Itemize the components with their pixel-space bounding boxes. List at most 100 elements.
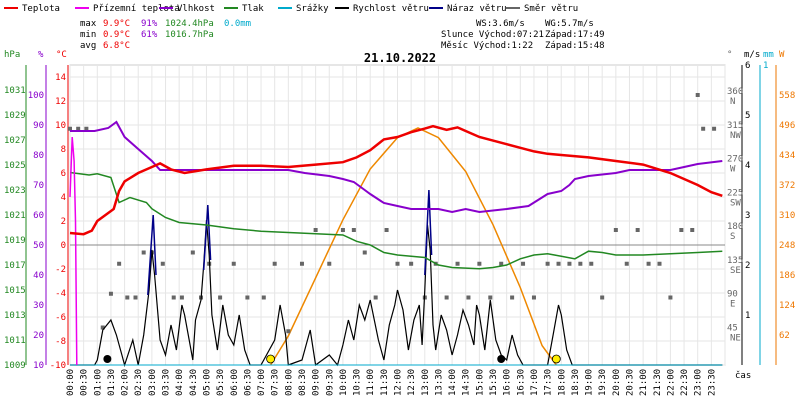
info-mesic: Měsíc Východ:1:22 [441,41,533,51]
pct-tick: 100 [28,91,44,101]
wind-direction-point [635,228,640,232]
wind-direction-point [624,261,629,266]
c-unit: °C [56,50,67,60]
x-tick: 19:00 [585,369,595,396]
wind-direction-point [477,261,482,266]
x-tick: 20:00 [612,369,622,396]
x-tick: 17:30 [544,369,554,396]
x-tick: 15:00 [475,369,485,396]
legend-label-vlhkost: Vlhkost [177,4,215,14]
x-tick: 10:00 [339,369,349,396]
ms-tick: 2 [745,261,750,271]
ms-tick: 5 [745,111,750,121]
wind-direction-point [245,295,250,300]
x-tick: 03:30 [162,369,172,396]
wind-direction-point [84,126,89,131]
wind-direction-point [589,261,594,266]
sunrise-marker [266,354,275,364]
c-tick: 12 [55,97,66,107]
legend-label-rychlost: Rychlost větru [353,4,429,14]
wind-direction-point [600,295,605,300]
moonset-marker [497,355,506,363]
stat-max-label: max [80,19,97,29]
moonrise-marker [103,355,112,363]
dir-tick-label: NW [730,131,741,141]
c-tick: 4 [61,193,66,203]
ms-tick: 3 [745,211,750,221]
wind-direction-point [351,228,356,232]
c-tick: 6 [61,169,66,179]
deg-unit: ° [727,50,732,60]
series-apparent-temperature [69,136,78,366]
stat-max-temp: 9.9°C [103,19,130,29]
pct-tick: 90 [33,121,44,131]
hpa-tick: 1017 [4,261,26,271]
wind-direction-point [521,261,526,266]
c-tick: -6 [55,313,66,323]
series-wind-gust-3 [424,189,433,276]
pct-tick: 20 [33,331,44,341]
dir-tick-label: SW [730,198,741,208]
x-tick: 18:00 [557,369,567,396]
hpa-unit: hPa [4,50,20,60]
x-tick: 01:00 [93,369,103,396]
x-tick: 11:00 [366,369,376,396]
dir-tick-label: NE [730,333,741,343]
hpa-tick: 1019 [4,236,26,246]
wind-direction-point [613,228,618,232]
stat-min-temp: 0.9°C [103,30,130,40]
x-tick: 00:00 [66,369,76,396]
x-tick: 21:00 [639,369,649,396]
x-tick: 03:00 [148,369,158,396]
mm-unit: mm [763,50,774,60]
wind-direction-point [701,126,706,131]
pct-tick: 10 [33,361,44,371]
info-slunce-zapad: Západ:17:49 [545,30,605,40]
x-tick: 04:30 [189,369,199,396]
hpa-tick: 1027 [4,136,26,146]
x-tick: 09:00 [312,369,322,396]
wind-direction-point [108,291,113,296]
ms-tick: 4 [745,161,750,171]
x-tick: 09:30 [325,369,335,396]
x-tick: 14:00 [448,369,458,396]
wind-direction-point [499,261,504,266]
legend-label-smer: Směr větru [524,4,578,14]
c-tick: -8 [55,337,66,347]
x-tick: 22:30 [680,369,690,396]
series-solar-radiation [269,127,557,366]
wind-direction-point [125,295,130,300]
stat-max-press: 1024.4hPa [165,19,214,29]
wind-direction-point [340,228,345,232]
x-tick: 13:00 [421,369,431,396]
wind-direction-point [327,261,332,266]
info-ws: WS:3.6m/s [476,19,525,29]
sunset-marker [551,354,561,364]
dir-tick-label: N [730,97,735,107]
x-tick: 06:30 [243,369,253,396]
stats-block: max 9.9°C 91% 1024.4hPa 0.0mm min 0.9°C … [80,19,251,51]
marker-layer [103,354,561,364]
dir-tick-deg: 135 [727,256,743,266]
wind-direction-point [160,261,165,266]
c-tick: 2 [61,217,66,227]
stat-min-label: min [80,30,96,40]
stat-min-hum: 61% [141,30,158,40]
wind-direction-point [261,295,266,300]
hpa-tick: 1029 [4,111,26,121]
wind-direction-point [409,261,414,266]
x-tick: 13:30 [434,369,444,396]
x-tick: 10:30 [353,369,363,396]
wind-direction-point [117,261,122,266]
x-tick: 05:30 [216,369,226,396]
wind-direction-point [545,261,550,266]
x-tick: 23:30 [707,369,717,396]
c-tick: 8 [61,145,66,155]
dir-tick-label: W [730,165,736,175]
legend-label-tlak: Tlak [242,4,264,14]
dir-tick-label: S [730,232,735,242]
hpa-tick: 1025 [4,161,26,171]
legend-label-srazky: Srážky [296,4,329,14]
series-pressure [69,171,723,270]
